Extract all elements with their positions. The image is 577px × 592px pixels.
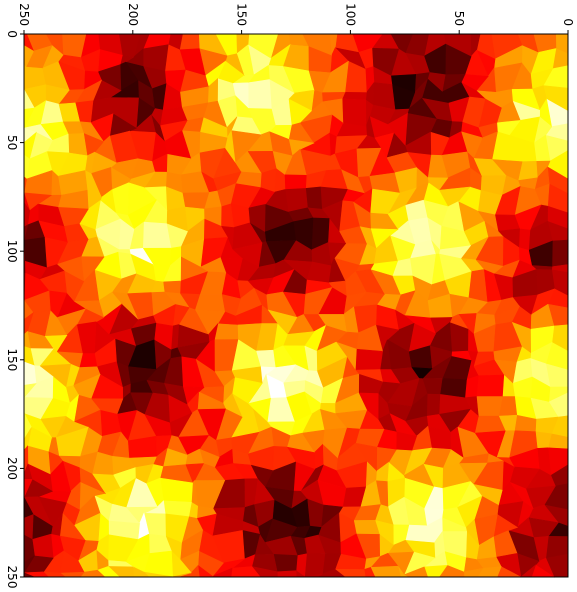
heatmap-cells [22, 33, 569, 578]
heatmap-cell [353, 519, 380, 535]
x-tick-label: 150 [235, 3, 249, 26]
x-tick-label: 200 [126, 3, 140, 26]
heatmap-cell [476, 374, 505, 397]
x-tick-label: 0 [561, 18, 575, 26]
heatmap-cell [23, 361, 37, 386]
heatmap-cell [23, 479, 33, 509]
y-tick-label: 200 [5, 457, 19, 480]
y-tick-label: 250 [5, 566, 19, 589]
heatmap-cell [162, 280, 181, 294]
heatmap-cell [142, 221, 172, 249]
x-tick-label: 250 [17, 3, 31, 26]
y-tick-label: 150 [5, 348, 19, 371]
heatmap-cell [341, 98, 367, 128]
y-tick-label: 0 [5, 30, 19, 38]
heatmap-cell [476, 396, 503, 417]
heatmap-cell [194, 294, 226, 313]
heatmap-cell [370, 565, 401, 578]
y-tick-label: 100 [5, 240, 19, 263]
heatmap-cell [518, 228, 531, 251]
heatmap-cell [273, 553, 298, 573]
heatmap-cell [179, 33, 200, 51]
heatmap-cell [551, 239, 569, 268]
heatmap-cell [305, 186, 323, 210]
heatmap-cell [304, 553, 326, 577]
heatmap-cell [276, 570, 297, 578]
x-tick-label: 100 [343, 3, 357, 26]
y-tick-label: 50 [5, 135, 19, 150]
heatmap-cell [214, 323, 239, 341]
heatmap-cell [67, 133, 88, 157]
heatmap-cell [426, 393, 441, 417]
plot-frame [23, 33, 569, 578]
heatmap-cell [284, 174, 307, 190]
y-axis-left: 0 50 100 150 200 250 [5, 30, 24, 588]
x-axis-top: 250 200 150 100 50 0 [17, 3, 575, 34]
x-tick-label: 50 [452, 11, 466, 26]
heatmap-cell [181, 192, 210, 210]
heatmap-cell [519, 564, 537, 578]
heatmap-cell [247, 79, 272, 110]
heatmap-cell [23, 224, 29, 241]
heatmap-cell [354, 348, 383, 371]
